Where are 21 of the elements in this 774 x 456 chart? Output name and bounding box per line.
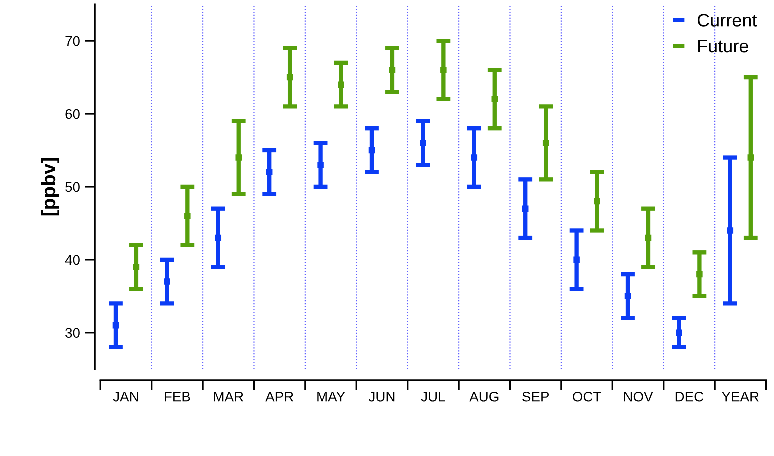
x-tick-label: OCT (573, 392, 602, 402)
x-tick-label: FEB (165, 392, 190, 402)
x-tick-label: YEAR (722, 392, 759, 402)
x-tick-label: NOV (624, 392, 654, 402)
x-tick-label: JAN (113, 392, 138, 402)
legend-label: Future (698, 40, 748, 53)
x-tick-label: MAR (214, 392, 244, 402)
y-tick-label: 60 (66, 109, 80, 120)
x-tick-label: SEP (522, 392, 550, 402)
y-tick-label: 50 (66, 182, 80, 192)
y-axis-title: [ppbv] (41, 158, 60, 216)
x-tick-label: AUG (470, 392, 499, 402)
y-tick-label: 40 (65, 255, 80, 266)
x-tick-label: MAY (318, 392, 346, 402)
x-tick-label: JUL (421, 392, 446, 402)
x-tick-label: JUN (368, 392, 395, 402)
y-tick-label: 30 (66, 328, 80, 338)
x-tick-label: APR (266, 392, 294, 402)
legend-label: Current (698, 14, 758, 27)
x-tick-label: DEC (676, 392, 704, 402)
y-tick-label: 70 (66, 36, 80, 46)
